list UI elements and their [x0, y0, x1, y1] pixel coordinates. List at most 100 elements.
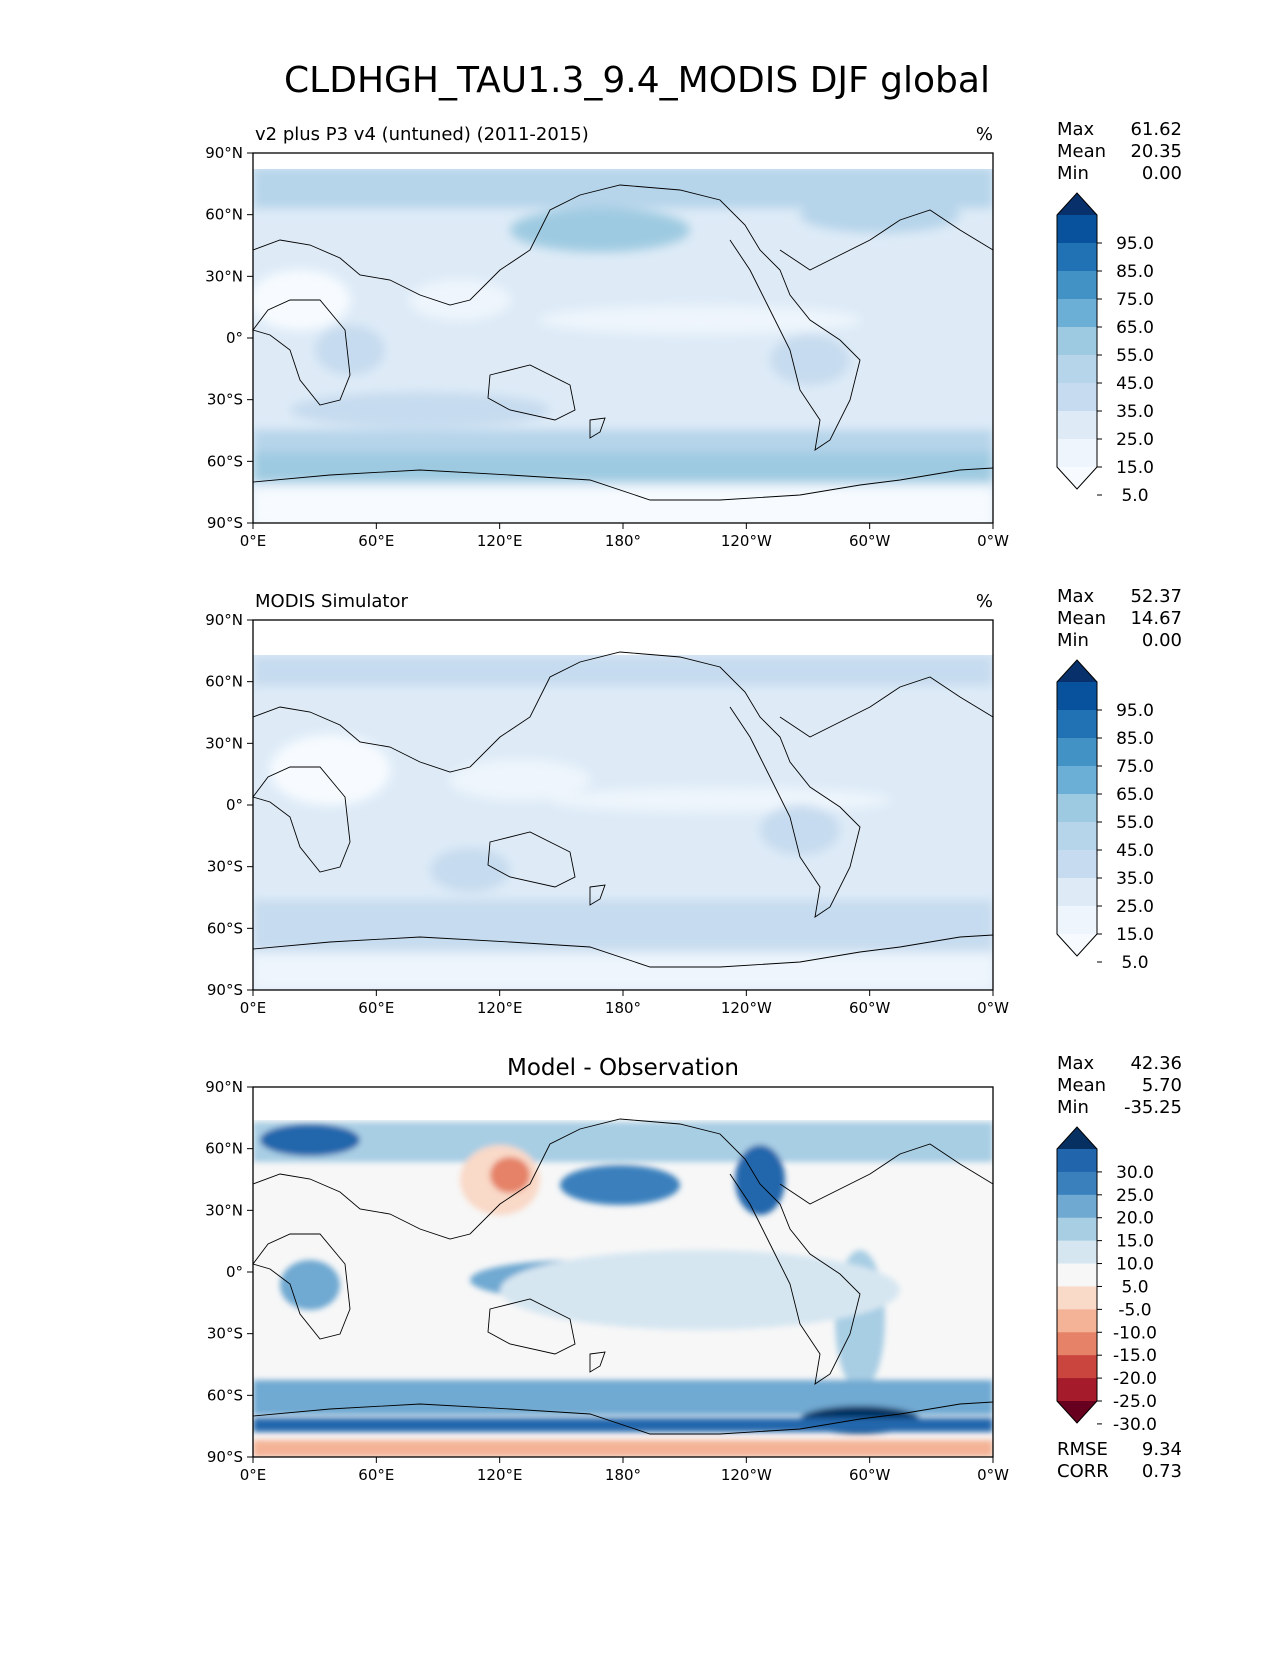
panel-2-ytick-label: 90°S [207, 1448, 243, 1466]
panel-1-stat-label: Max [1057, 586, 1095, 607]
panel-0-colorbar-extend-min [1057, 467, 1097, 489]
panel-0-ytick-label: 30°S [207, 391, 243, 409]
panel-0-colorbar-label: 25.0 [1116, 430, 1154, 450]
panel-0-xtick-label: 120°W [721, 532, 772, 550]
panel-2-colorbar-segment [1057, 1263, 1097, 1288]
panel-2-colorbar-label: -30.0 [1113, 1415, 1157, 1435]
panel-model-map-field [253, 153, 993, 523]
panel-0-colorbar-label: 55.0 [1116, 346, 1154, 366]
panel-2-stat-value: -35.25 [1124, 1097, 1182, 1118]
panel-2-xtick-label: 120°E [477, 1466, 523, 1484]
panel-2-ytick-label: 30°N [205, 1201, 243, 1219]
panel-1-colorbar-segment [1057, 878, 1097, 907]
panel-0-colorbar-label: 85.0 [1116, 262, 1154, 282]
panel-2-ytick-label: 30°S [207, 1325, 243, 1343]
panel-2-colorbar-label: -5.0 [1118, 1300, 1151, 1320]
panel-2-colorbar-segment [1057, 1355, 1097, 1379]
panel-2-colorbar-label: -10.0 [1113, 1323, 1157, 1343]
panel-0-xtick-label: 120°E [477, 532, 523, 550]
panel-2-colorbar-segment [1057, 1171, 1097, 1196]
panel-obs-units: % [976, 591, 993, 612]
panel-2-colorbar-label: 5.0 [1121, 1277, 1148, 1297]
panel-2-ytick-label: 60°S [207, 1386, 243, 1404]
panel-1-xtick-label: 180° [605, 999, 641, 1017]
panel-1-stat-label: Min [1057, 630, 1089, 651]
panel-2-colorbar-label: -25.0 [1113, 1392, 1157, 1412]
panel-2-colorbar-segment [1057, 1217, 1097, 1242]
panel-0-stat-value: 20.35 [1130, 141, 1182, 162]
panel-0-colorbar-label: 65.0 [1116, 318, 1154, 338]
panel-1-xtick-label: 0°E [240, 999, 267, 1017]
panel-0-colorbar-label: 5.0 [1121, 486, 1148, 506]
panel-1-stat-value: 52.37 [1130, 586, 1182, 607]
panel-0-colorbar-segment [1057, 271, 1097, 300]
panel-1-colorbar-segment [1057, 822, 1097, 851]
panel-2-stat-label: Max [1057, 1053, 1095, 1074]
panel-1-stat-value: 14.67 [1130, 608, 1182, 629]
panel-0-colorbar-segment [1057, 383, 1097, 412]
panel-1-stat-label: Mean [1057, 608, 1106, 629]
panel-2-xtick-label: 120°W [721, 1466, 772, 1484]
panel-2-colorbar-segment [1057, 1378, 1097, 1402]
panel-1-xtick-label: 60°W [849, 999, 891, 1017]
panel-0-colorbar-label: 35.0 [1116, 402, 1154, 422]
panel-1-colorbar-label: 55.0 [1116, 813, 1154, 833]
panel-2-extra-stat-value: 9.34 [1142, 1439, 1182, 1460]
panel-1-xtick-label: 120°W [721, 999, 772, 1017]
panel-2-colorbar-label: 25.0 [1116, 1186, 1154, 1206]
panel-2-stat-label: Min [1057, 1097, 1089, 1118]
panel-1-colorbar-label: 35.0 [1116, 869, 1154, 889]
panel-1-colorbar-segment [1057, 710, 1097, 739]
panel-0-stat-label: Min [1057, 163, 1089, 184]
panel-1-colorbar-segment [1057, 906, 1097, 935]
panel-1-colorbar-segment [1057, 850, 1097, 879]
panel-2-extra-stat-label: RMSE [1057, 1439, 1108, 1460]
panel-1-ytick-label: 60°N [205, 673, 243, 691]
panel-1-colorbar-label: 65.0 [1116, 785, 1154, 805]
panel-1-colorbar-label: 25.0 [1116, 897, 1154, 917]
panel-2-colorbar-extend-min [1057, 1401, 1097, 1423]
panel-2-xtick-label: 60°E [358, 1466, 394, 1484]
panel-0-colorbar-label: 75.0 [1116, 290, 1154, 310]
panel-diff-coastlines [252, 1118, 994, 1435]
panel-1-colorbar-segment [1057, 766, 1097, 795]
panel-2-ytick-label: 60°N [205, 1140, 243, 1158]
panel-1-ytick-label: 90°N [205, 611, 243, 629]
panel-1-colorbar-label: 45.0 [1116, 841, 1154, 861]
panel-2-xtick-label: 60°W [849, 1466, 891, 1484]
panel-2-ytick-label: 0° [226, 1263, 243, 1281]
panel-0-xtick-label: 0°E [240, 532, 267, 550]
panel-2-xtick-label: 0°E [240, 1466, 267, 1484]
panel-diff-title: Model - Observation [507, 1055, 739, 1081]
panel-2-stat-value: 5.70 [1142, 1075, 1182, 1096]
panel-0-xtick-label: 180° [605, 532, 641, 550]
panel-2-xtick-label: 0°W [977, 1466, 1009, 1484]
panel-1-ytick-label: 30°N [205, 734, 243, 752]
panel-1-colorbar-label: 85.0 [1116, 729, 1154, 749]
panel-1-stat-value: 0.00 [1142, 630, 1182, 651]
panel-0-colorbar-segment [1057, 411, 1097, 440]
panel-2-colorbar-label: -20.0 [1113, 1369, 1157, 1389]
figure-title: CLDHGH_TAU1.3_9.4_MODIS DJF global [284, 60, 990, 101]
panel-2-ytick-label: 90°N [205, 1078, 243, 1096]
panel-1-colorbar-label: 5.0 [1121, 953, 1148, 973]
panel-2-colorbar-extend-max [1057, 1127, 1097, 1149]
panel-obs: MODIS Simulator % [252, 591, 994, 991]
panel-model-coastlines [252, 184, 994, 501]
panel-1-ytick-label: 30°S [207, 858, 243, 876]
panel-1-colorbar-segment [1057, 682, 1097, 711]
panel-1-colorbar-extend-max [1057, 660, 1097, 682]
panel-2-colorbar-segment [1057, 1149, 1097, 1173]
panel-0-colorbar-segment [1057, 243, 1097, 272]
panel-obs-title: MODIS Simulator [255, 591, 408, 612]
panel-2-colorbar-label: 10.0 [1116, 1255, 1154, 1275]
panel-1-colorbar-segment [1057, 738, 1097, 767]
panel-0-colorbar-segment [1057, 439, 1097, 468]
panel-2-stat-label: Mean [1057, 1075, 1106, 1096]
panel-1-colorbar-extend-min [1057, 934, 1097, 956]
panel-1-colorbar-label: 75.0 [1116, 757, 1154, 777]
panel-2-colorbar-segment [1057, 1309, 1097, 1333]
panel-0-ytick-label: 30°N [205, 267, 243, 285]
panel-2-colorbar-label: -15.0 [1113, 1346, 1157, 1366]
